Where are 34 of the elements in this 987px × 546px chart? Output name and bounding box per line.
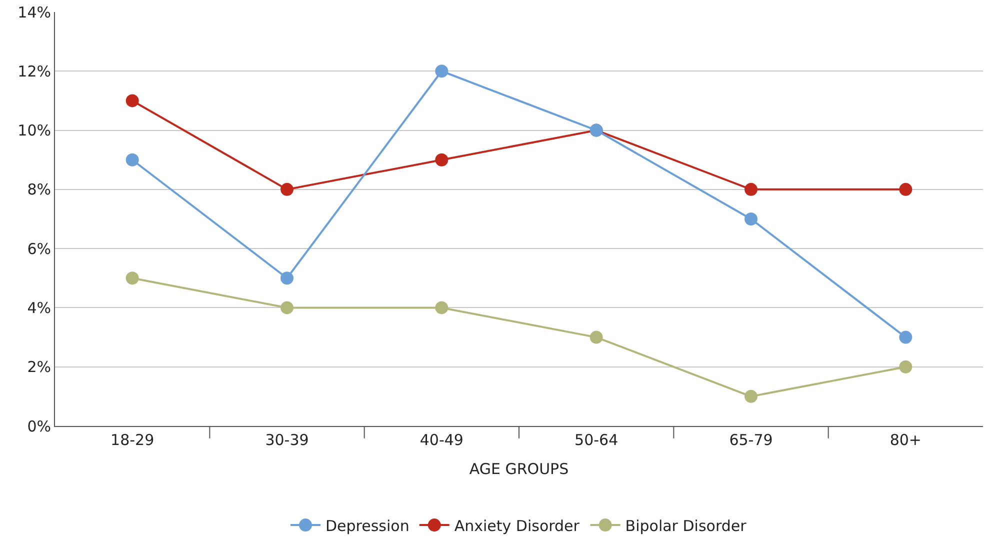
y-tick-label: 12% (18, 62, 51, 80)
point (899, 330, 912, 344)
point (590, 330, 603, 344)
y-tick-label: 14% (18, 3, 51, 22)
x-axis-title: AGE GROUPS (469, 460, 569, 478)
point (899, 360, 912, 374)
point (126, 153, 139, 166)
y-tick-label: 2% (27, 358, 51, 376)
y-tick-label: 0% (27, 417, 51, 436)
point (744, 182, 758, 196)
point (744, 390, 758, 403)
y-tick-label: 6% (27, 240, 51, 258)
x-tick-label: 30-39 (265, 431, 309, 449)
point (744, 212, 758, 226)
point (899, 182, 912, 196)
point (280, 272, 294, 285)
point (280, 182, 294, 196)
point (280, 301, 294, 314)
legend-label: Bipolar Disorder (625, 516, 748, 535)
y-tick-label: 8% (27, 180, 51, 199)
x-tick-label: 65-79 (729, 431, 773, 449)
x-tick-label: 80+ (890, 431, 922, 449)
point (126, 272, 139, 285)
x-tick-label: 50-64 (574, 431, 618, 449)
point (435, 301, 448, 314)
point (126, 94, 139, 108)
point (435, 153, 448, 166)
legend-label: Depression (326, 516, 410, 535)
x-tick-label: 40-49 (420, 431, 464, 449)
legend-label: Anxiety Disorder (454, 516, 580, 535)
y-tick-label: 4% (27, 298, 51, 317)
y-tick-label: 10% (18, 122, 51, 140)
point (435, 64, 448, 78)
x-tick-label: 18-29 (110, 431, 154, 449)
